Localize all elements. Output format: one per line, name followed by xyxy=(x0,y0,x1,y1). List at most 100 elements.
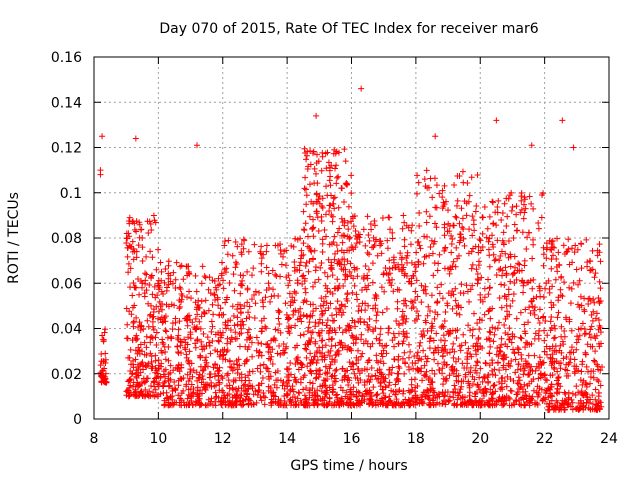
data-point xyxy=(339,329,346,336)
data-point xyxy=(384,245,391,252)
data-point xyxy=(489,367,496,374)
data-point xyxy=(554,314,561,321)
data-point xyxy=(351,212,358,219)
data-point xyxy=(487,398,494,405)
data-point xyxy=(498,216,505,223)
data-point xyxy=(407,241,414,248)
data-point xyxy=(241,381,248,388)
data-point xyxy=(314,401,321,408)
data-point xyxy=(353,335,360,342)
data-point xyxy=(185,358,192,365)
data-point xyxy=(142,280,149,287)
data-point xyxy=(331,256,338,263)
data-point xyxy=(172,276,179,283)
data-point xyxy=(306,213,313,220)
data-point xyxy=(258,340,265,347)
data-point xyxy=(349,391,356,398)
data-point xyxy=(215,337,222,344)
data-point xyxy=(97,369,104,376)
x-tick-label: 24 xyxy=(600,431,618,447)
data-point xyxy=(507,387,514,394)
data-point xyxy=(421,254,428,260)
data-point xyxy=(298,364,305,371)
data-point xyxy=(263,325,270,332)
data-point xyxy=(168,333,175,340)
data-point xyxy=(458,342,465,349)
data-point xyxy=(365,327,372,334)
data-point xyxy=(416,209,423,216)
data-point xyxy=(215,377,222,384)
data-point xyxy=(540,313,547,320)
data-point xyxy=(414,308,421,315)
data-point xyxy=(131,302,138,309)
data-point xyxy=(431,220,438,227)
data-point xyxy=(220,399,227,406)
data-point xyxy=(524,340,531,347)
data-point xyxy=(250,391,257,398)
data-point xyxy=(260,361,267,368)
data-point xyxy=(123,392,130,399)
data-point xyxy=(300,226,307,233)
data-point xyxy=(236,343,243,350)
data-point xyxy=(263,242,270,249)
data-point xyxy=(323,183,330,190)
data-point xyxy=(319,153,326,160)
data-point xyxy=(216,281,223,288)
data-point xyxy=(274,376,281,383)
data-point xyxy=(527,277,534,284)
data-point xyxy=(371,218,378,225)
data-point xyxy=(328,266,335,273)
data-point xyxy=(540,251,547,258)
data-point xyxy=(277,273,284,280)
data-point xyxy=(550,406,557,413)
data-point xyxy=(452,386,459,393)
data-point xyxy=(543,351,550,358)
data-point xyxy=(251,292,258,299)
data-point xyxy=(282,262,289,269)
data-point xyxy=(257,248,264,255)
data-point xyxy=(465,380,472,387)
data-point xyxy=(512,356,519,363)
data-point xyxy=(202,274,209,281)
data-point xyxy=(405,387,412,394)
data-point xyxy=(587,396,594,403)
data-point xyxy=(575,389,582,396)
data-point xyxy=(420,328,427,335)
data-point xyxy=(291,268,298,275)
data-point xyxy=(150,389,157,396)
data-point xyxy=(447,264,454,271)
data-point xyxy=(481,375,488,382)
data-point xyxy=(379,215,386,222)
data-point xyxy=(309,283,316,290)
data-point xyxy=(413,249,420,256)
data-point xyxy=(203,402,210,409)
data-point xyxy=(366,251,373,258)
data-point xyxy=(263,286,270,293)
data-point xyxy=(294,354,301,361)
data-point xyxy=(398,261,405,268)
data-point xyxy=(570,144,577,151)
data-point xyxy=(341,261,348,268)
data-point xyxy=(362,284,369,291)
data-point xyxy=(227,363,234,370)
data-point xyxy=(441,247,448,254)
data-point xyxy=(334,229,341,236)
data-point xyxy=(390,256,397,263)
data-point xyxy=(157,374,164,381)
data-point xyxy=(163,389,170,396)
data-point xyxy=(508,357,515,364)
data-point xyxy=(574,301,581,308)
data-point xyxy=(466,226,473,233)
data-point xyxy=(498,304,505,311)
data-point xyxy=(306,313,313,320)
data-point xyxy=(324,317,331,324)
data-point xyxy=(439,323,446,330)
data-point xyxy=(229,252,236,259)
data-point xyxy=(136,319,143,326)
data-point xyxy=(501,200,508,207)
data-point xyxy=(162,366,169,373)
data-point xyxy=(400,338,407,345)
data-point xyxy=(183,381,190,388)
data-point xyxy=(244,299,251,306)
data-point xyxy=(157,259,164,266)
